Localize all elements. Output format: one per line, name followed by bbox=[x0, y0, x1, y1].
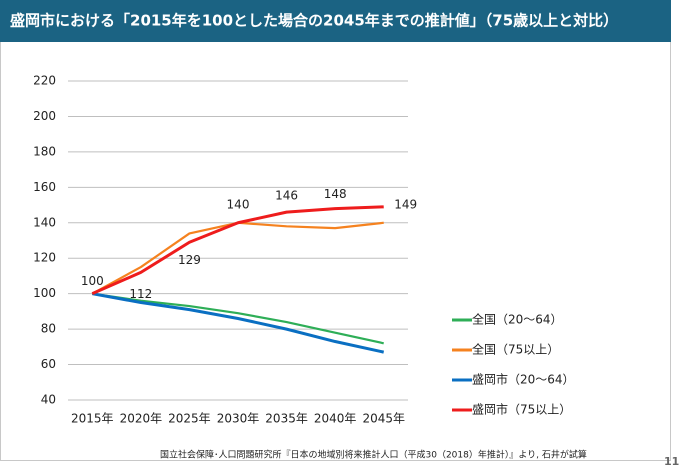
data-label: 112 bbox=[129, 287, 152, 301]
y-tick-label: 40 bbox=[41, 393, 56, 407]
y-tick-label: 140 bbox=[33, 215, 56, 229]
x-tick-label: 2035年 bbox=[265, 412, 308, 426]
data-label: 149 bbox=[394, 197, 417, 211]
title-bar bbox=[0, 0, 671, 42]
y-tick-label: 100 bbox=[33, 286, 56, 300]
series-line bbox=[92, 292, 384, 345]
footnote: 国立社会保障･人口問題研究所『日本の地域別将来推計人口（平成30（2018）年推… bbox=[160, 449, 587, 461]
data-label: 148 bbox=[324, 187, 347, 201]
x-tick-label: 2020年 bbox=[120, 412, 163, 426]
data-label: 146 bbox=[275, 189, 298, 203]
legend-label: 盛岡市（75以上） bbox=[472, 402, 571, 417]
x-tick-label: 2015年 bbox=[71, 412, 114, 426]
x-tick-label: 2025年 bbox=[168, 412, 211, 426]
x-tick-label: 2045年 bbox=[362, 412, 405, 426]
page-number: 11 bbox=[664, 455, 679, 468]
y-tick-label: 120 bbox=[33, 251, 56, 265]
legend-label: 全国（75以上） bbox=[472, 342, 559, 357]
y-tick-label: 60 bbox=[41, 357, 56, 371]
data-label: 129 bbox=[178, 253, 201, 267]
y-tick-label: 180 bbox=[33, 144, 56, 158]
slide-frame bbox=[0, 0, 671, 461]
data-label: 100 bbox=[81, 274, 104, 288]
y-tick-label: 160 bbox=[33, 180, 56, 194]
legend-label: 全国（20～64） bbox=[472, 312, 563, 327]
x-tick-label: 2030年 bbox=[217, 412, 260, 426]
y-tick-label: 80 bbox=[41, 322, 56, 336]
y-tick-label: 220 bbox=[33, 74, 56, 88]
data-label: 140 bbox=[227, 197, 250, 211]
legend-label: 盛岡市（20～64） bbox=[472, 372, 575, 387]
series-line bbox=[91, 205, 384, 296]
y-tick-label: 200 bbox=[33, 109, 56, 123]
slide-title: 盛岡市における「2015年を100とした場合の2045年までの推計値」（75歳以… bbox=[10, 12, 618, 30]
x-tick-label: 2040年 bbox=[314, 412, 357, 426]
series-line bbox=[92, 292, 385, 354]
